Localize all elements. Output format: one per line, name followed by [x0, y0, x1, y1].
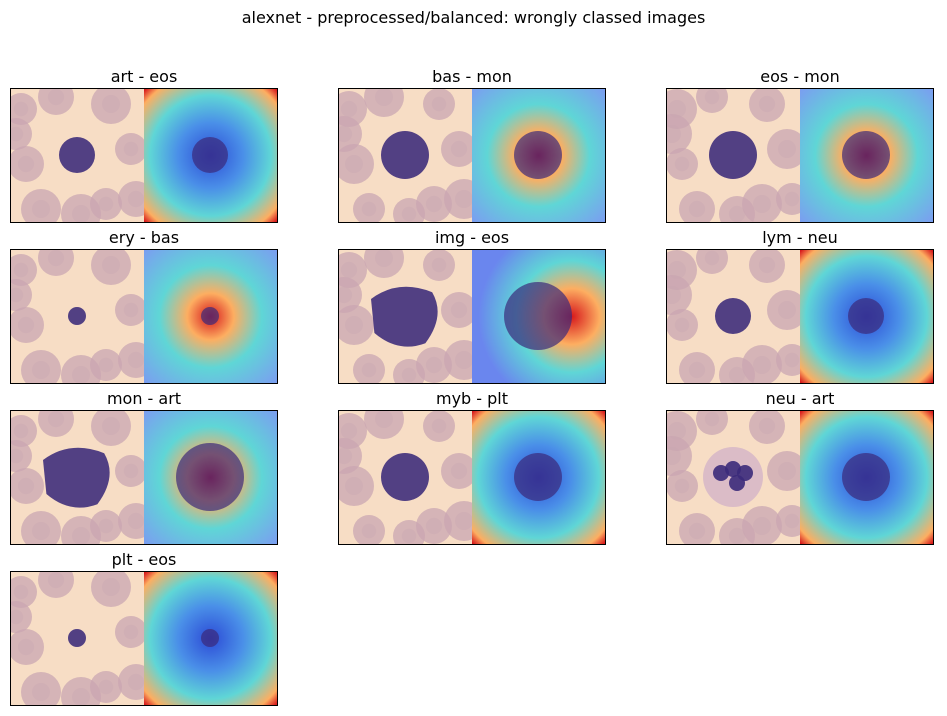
gradcam-image — [472, 250, 605, 383]
panel-title: neu - art — [765, 389, 835, 408]
panel-title: mon - art — [106, 389, 182, 408]
original-image — [339, 250, 472, 383]
misclassified-panel: mon - art — [10, 388, 278, 545]
original-image — [667, 250, 800, 383]
original-image — [11, 411, 144, 544]
misclassified-panel: art - eos — [10, 66, 278, 223]
original-image — [667, 411, 800, 544]
image-frame — [10, 410, 278, 545]
heatmap-overlay — [800, 89, 933, 222]
original-image — [11, 250, 144, 383]
heatmap-overlay — [800, 250, 933, 383]
gradcam-image — [800, 411, 933, 544]
gradcam-image — [144, 572, 277, 705]
misclassified-panel: plt - eos — [10, 549, 278, 706]
image-frame — [338, 410, 606, 545]
heatmap-overlay — [472, 89, 605, 222]
original-image — [11, 572, 144, 705]
panel-title: img - eos — [434, 228, 510, 247]
original-image — [339, 411, 472, 544]
image-frame — [666, 410, 934, 545]
image-frame — [10, 249, 278, 384]
heatmap-overlay — [472, 250, 605, 383]
panel-title: lym - neu — [762, 228, 838, 247]
blood-smear-image — [339, 89, 472, 222]
gradcam-image — [144, 250, 277, 383]
misclassified-panel: lym - neu — [666, 227, 934, 384]
image-frame — [10, 571, 278, 706]
gradcam-image — [800, 250, 933, 383]
panel-title: myb - plt — [435, 389, 509, 408]
gradcam-image — [472, 89, 605, 222]
panel-title: art - eos — [110, 67, 178, 86]
gradcam-image — [144, 89, 277, 222]
image-frame — [10, 88, 278, 223]
blood-smear-image — [667, 89, 800, 222]
misclassified-panel: img - eos — [338, 227, 606, 384]
misclassified-panel: neu - art — [666, 388, 934, 545]
panel-title: ery - bas — [108, 228, 180, 247]
blood-smear-image — [11, 572, 144, 705]
panel-title: bas - mon — [432, 67, 512, 86]
misclassified-panel: eos - mon — [666, 66, 934, 223]
heatmap-overlay — [472, 411, 605, 544]
gradcam-image — [144, 411, 277, 544]
original-image — [11, 89, 144, 222]
image-frame — [666, 249, 934, 384]
misclassified-panel: ery - bas — [10, 227, 278, 384]
gradcam-image — [472, 411, 605, 544]
image-frame — [666, 88, 934, 223]
gradcam-image — [800, 89, 933, 222]
original-image — [339, 89, 472, 222]
blood-smear-image — [11, 89, 144, 222]
blood-smear-image — [667, 250, 800, 383]
heatmap-overlay — [144, 250, 277, 383]
panel-title: plt - eos — [111, 550, 177, 569]
panel-title: eos - mon — [760, 67, 840, 86]
misclassified-panel: myb - plt — [338, 388, 606, 545]
heatmap-overlay — [144, 89, 277, 222]
heatmap-overlay — [144, 411, 277, 544]
heatmap-overlay — [144, 572, 277, 705]
blood-smear-image — [11, 250, 144, 383]
original-image — [667, 89, 800, 222]
blood-smear-image — [11, 411, 144, 544]
misclassified-panel: bas - mon — [338, 66, 606, 223]
heatmap-overlay — [800, 411, 933, 544]
figure-title: alexnet - preprocessed/balanced: wrongly… — [241, 8, 706, 27]
blood-smear-image — [339, 411, 472, 544]
blood-smear-image — [339, 250, 472, 383]
blood-smear-image — [667, 411, 800, 544]
image-frame — [338, 249, 606, 384]
image-frame — [338, 88, 606, 223]
